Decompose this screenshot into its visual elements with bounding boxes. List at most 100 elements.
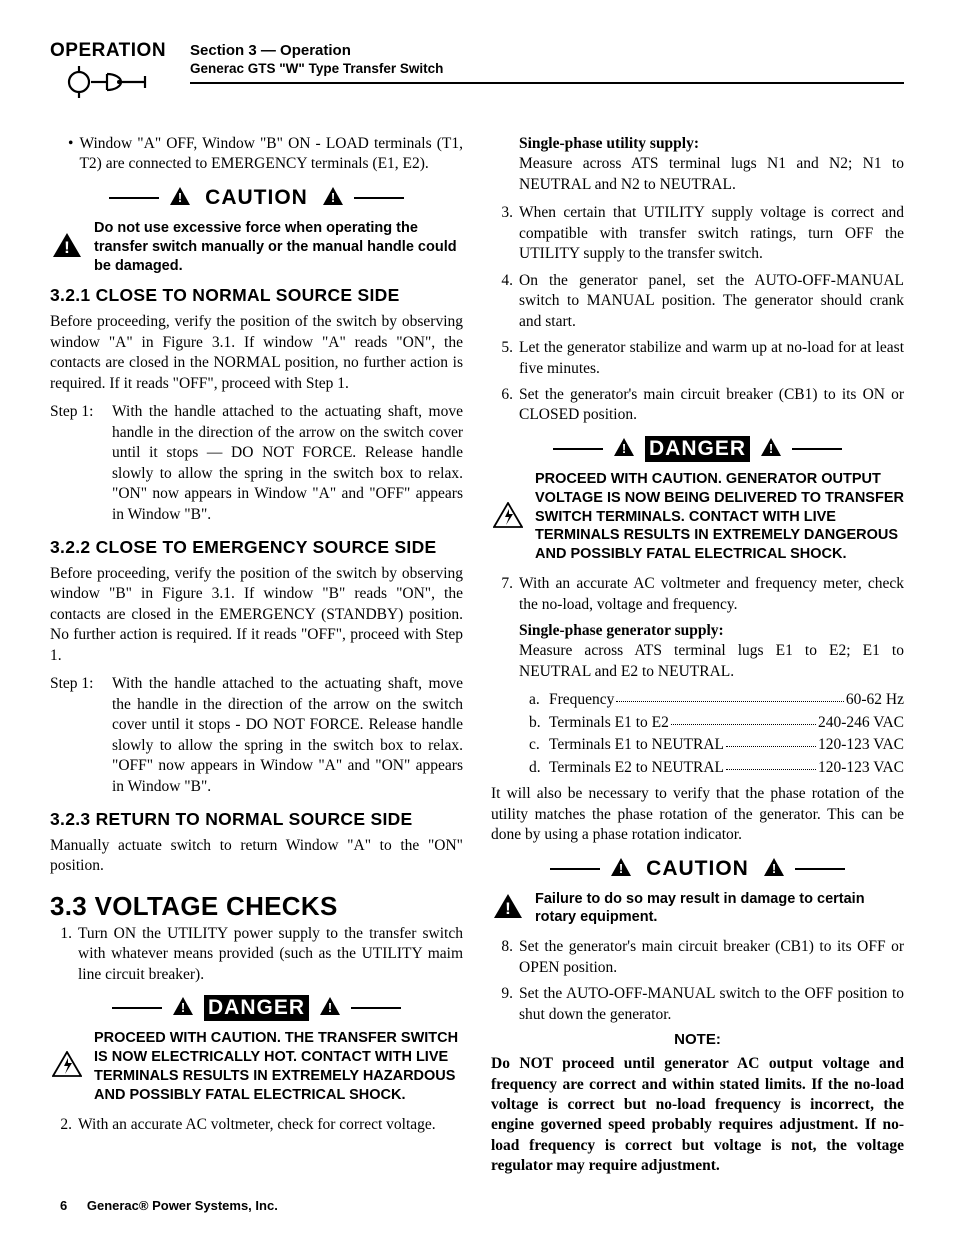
reading-letter: a. — [529, 690, 549, 710]
list-item-2: 2. With an accurate AC voltmeter, check … — [50, 1115, 463, 1135]
page-footer: 6 Generac® Power Systems, Inc. — [60, 1198, 278, 1213]
item-number: 1. — [50, 924, 72, 985]
para-3-2-1-intro: Before proceeding, verify the position o… — [50, 312, 463, 394]
reading-value: 60-62 Hz — [846, 690, 904, 710]
shock-triangle-icon — [491, 502, 525, 533]
svg-text:!: ! — [505, 899, 511, 918]
list-item-3: 3. When certain that UTILITY supply volt… — [491, 203, 904, 264]
banner-rule — [351, 1007, 401, 1009]
svg-text:!: ! — [328, 1000, 332, 1015]
dot-leader — [671, 713, 816, 725]
warning-triangle-icon: ! — [172, 996, 194, 1020]
left-column: • Window "A" OFF, Window "B" ON - LOAD t… — [50, 134, 463, 1177]
danger-label: DANGER — [645, 436, 750, 462]
warning-triangle-icon: ! — [610, 857, 632, 881]
warning-triangle-icon: ! — [760, 437, 782, 461]
reading-key: Frequency — [549, 690, 614, 710]
danger-message: PROCEED WITH CAUTION. THE TRANSFER SWITC… — [94, 1029, 463, 1104]
phase-rotation-para: It will also be necessary to verify that… — [491, 784, 904, 845]
warning-triangle-icon: ! — [763, 857, 785, 881]
item-number: 8. — [491, 937, 513, 978]
reading-key: Terminals E1 to E2 — [549, 713, 669, 733]
item-text: Set the generator's main circuit breaker… — [519, 385, 904, 426]
reading-letter: c. — [529, 735, 549, 755]
step-label: Step 1: — [50, 674, 106, 797]
banner-rule — [112, 1007, 162, 1009]
caution-body-2: ! Failure to do so may result in damage … — [491, 890, 904, 928]
warning-triangle-icon: ! — [491, 893, 525, 924]
svg-text:!: ! — [619, 861, 623, 876]
caution-banner-2: ! CAUTION ! — [491, 856, 904, 882]
item-text: Set the AUTO-OFF-MANUAL switch to the OF… — [519, 984, 904, 1025]
reading-row-b: b. Terminals E1 to E2 240-246 VAC — [491, 713, 904, 733]
item-number: 3. — [491, 203, 513, 264]
reading-value: 120-123 VAC — [818, 758, 904, 778]
section-subtitle: Generac GTS "W" Type Transfer Switch — [190, 61, 904, 76]
svg-text:!: ! — [772, 861, 776, 876]
para-3-2-2-intro: Before proceeding, verify the position o… — [50, 564, 463, 666]
single-phase-utility-block: Single-phase utility supply: Measure acr… — [491, 134, 904, 195]
item-number: 2. — [50, 1115, 72, 1135]
caution-message: Do not use excessive force when operatin… — [94, 219, 463, 276]
step-text: With the handle attached to the actuatin… — [112, 402, 463, 525]
note-label: NOTE: — [491, 1031, 904, 1048]
heading-3-2-3: 3.2.3 RETURN TO NORMAL SOURCE SIDE — [50, 809, 463, 830]
caution-label: CAUTION — [201, 185, 312, 211]
item-text: Turn ON the UTILITY power supply to the … — [78, 924, 463, 985]
svg-text:!: ! — [331, 190, 335, 205]
reading-letter: b. — [529, 713, 549, 733]
item-text: Let the generator stabilize and warm up … — [519, 338, 904, 379]
item-text: Set the generator's main circuit breaker… — [519, 937, 904, 978]
danger-body-1: PROCEED WITH CAUTION. THE TRANSFER SWITC… — [50, 1029, 463, 1104]
item-text: With an accurate AC voltmeter and freque… — [519, 574, 904, 615]
warning-triangle-icon: ! — [50, 232, 84, 263]
danger-body-2: PROCEED WITH CAUTION. GENERATOR OUTPUT V… — [491, 470, 904, 564]
svg-text:!: ! — [181, 1000, 185, 1015]
list-item-6: 6. Set the generator's main circuit brea… — [491, 385, 904, 426]
sp-utility-text: Measure across ATS terminal lugs N1 and … — [519, 155, 904, 192]
reading-row-c: c. Terminals E1 to NEUTRAL 120-123 VAC — [491, 735, 904, 755]
step-3-2-1-1: Step 1: With the handle attached to the … — [50, 402, 463, 525]
banner-rule — [354, 197, 404, 199]
warning-triangle-icon: ! — [319, 996, 341, 1020]
two-column-body: • Window "A" OFF, Window "B" ON - LOAD t… — [50, 134, 904, 1177]
dot-leader — [616, 690, 843, 702]
caution-banner-1: ! CAUTION ! — [50, 185, 463, 211]
reading-row-a: a. Frequency 60-62 Hz — [491, 690, 904, 710]
single-phase-generator-block: Single-phase generator supply: Measure a… — [491, 621, 904, 682]
svg-text:!: ! — [64, 238, 70, 257]
right-column: Single-phase utility supply: Measure acr… — [491, 134, 904, 1177]
shock-triangle-icon — [50, 1051, 84, 1082]
item-text: With an accurate AC voltmeter, check for… — [78, 1115, 463, 1135]
danger-label: DANGER — [204, 995, 309, 1021]
reading-letter: d. — [529, 758, 549, 778]
heading-3-3: 3.3 VOLTAGE CHECKS — [50, 891, 463, 922]
caution-body-1: ! Do not use excessive force when operat… — [50, 219, 463, 276]
banner-rule — [553, 448, 603, 450]
banner-rule — [109, 197, 159, 199]
list-item-4: 4. On the generator panel, set the AUTO-… — [491, 271, 904, 332]
item-number: 6. — [491, 385, 513, 426]
dot-leader — [726, 758, 816, 770]
bullet-window-states: • Window "A" OFF, Window "B" ON - LOAD t… — [50, 134, 463, 175]
warning-triangle-icon: ! — [613, 437, 635, 461]
sp-generator-label: Single-phase generator supply: — [519, 622, 724, 639]
note-body: Do NOT proceed until generator AC output… — [491, 1054, 904, 1177]
warning-triangle-icon: ! — [169, 186, 191, 210]
banner-rule — [795, 868, 845, 870]
list-item-9: 9. Set the AUTO-OFF-MANUAL switch to the… — [491, 984, 904, 1025]
step-text: With the handle attached to the actuatin… — [112, 674, 463, 797]
reading-key: Terminals E2 to NEUTRAL — [549, 758, 724, 778]
item-number: 7. — [491, 574, 513, 615]
section-title: Section 3 — Operation — [190, 42, 904, 59]
footer-company: Generac® Power Systems, Inc. — [87, 1198, 278, 1213]
item-number: 9. — [491, 984, 513, 1025]
item-number: 4. — [491, 271, 513, 332]
heading-3-2-1: 3.2.1 CLOSE TO NORMAL SOURCE SIDE — [50, 285, 463, 306]
item-text: On the generator panel, set the AUTO-OFF… — [519, 271, 904, 332]
heading-3-2-2: 3.2.2 CLOSE TO EMERGENCY SOURCE SIDE — [50, 537, 463, 558]
list-item-7: 7. With an accurate AC voltmeter and fre… — [491, 574, 904, 615]
bullet-dot: • — [68, 134, 73, 175]
item-text: When certain that UTILITY supply voltage… — [519, 203, 904, 264]
sp-generator-text: Measure across ATS terminal lugs E1 to E… — [519, 642, 904, 679]
